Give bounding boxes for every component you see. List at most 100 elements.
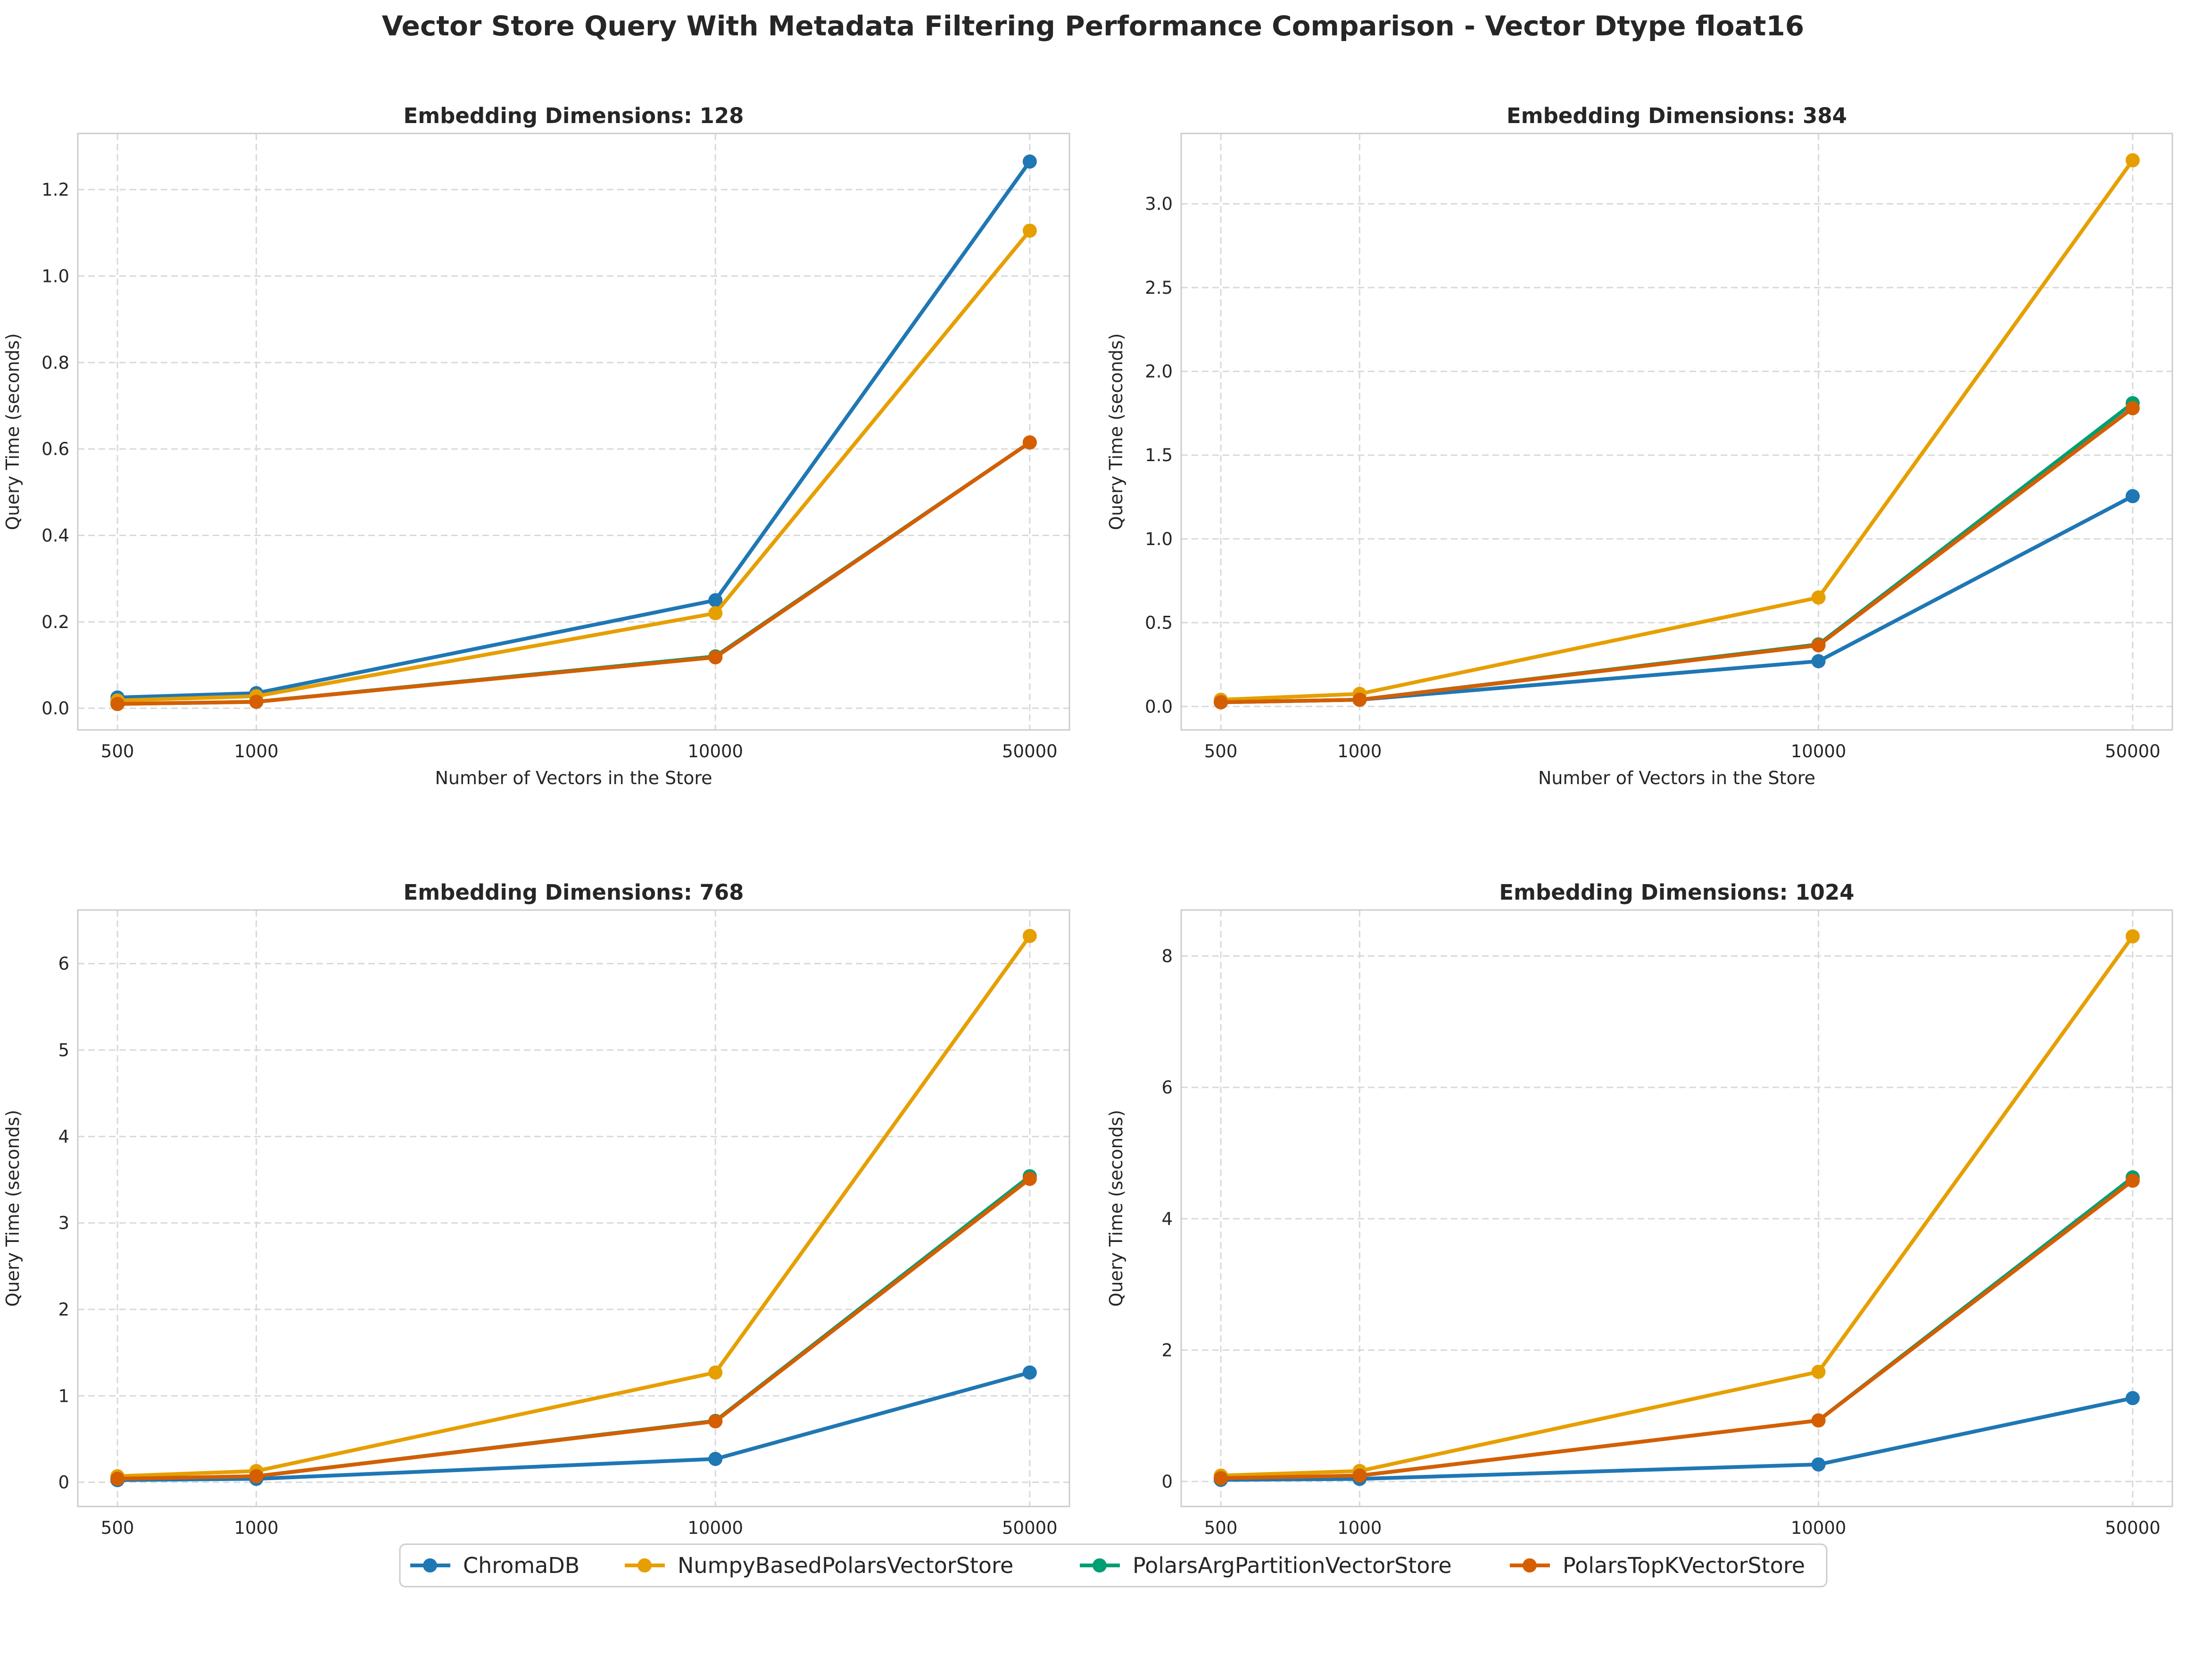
data-point bbox=[1352, 693, 1367, 707]
x-tick-label: 500 bbox=[101, 1518, 134, 1538]
series-line bbox=[116, 1370, 1032, 1482]
subplot-2: 0.0 0.5 1.0 1.5 2.0 2.5 3.0 500 1000 10000 50000 Em… bbox=[1106, 103, 2173, 788]
y-axis-label: Query Time (seconds) bbox=[1106, 333, 1126, 530]
data-point bbox=[1811, 638, 1826, 653]
legend-entry: ChromaDB bbox=[410, 1553, 580, 1578]
y-tick-label: 8 bbox=[1161, 946, 1173, 967]
x-tick-label: 10000 bbox=[1791, 741, 1847, 761]
series-line bbox=[116, 159, 1032, 700]
y-tick-label: 4 bbox=[1161, 1209, 1173, 1229]
data-point bbox=[2125, 929, 2140, 943]
legend-label: PolarsTopKVectorStore bbox=[1563, 1553, 1805, 1578]
y-tick-label: 1.2 bbox=[41, 180, 69, 200]
legend-marker bbox=[638, 1558, 652, 1572]
y-tick-label: 0.2 bbox=[41, 612, 69, 632]
data-point bbox=[708, 593, 723, 607]
subplot-title: Embedding Dimensions: 128 bbox=[404, 103, 744, 128]
y-tick-label: 0.0 bbox=[1145, 696, 1173, 717]
data-point bbox=[2125, 489, 2140, 504]
y-tick-label: 6 bbox=[58, 954, 69, 974]
series-PolarsTopKVectorStore bbox=[1214, 401, 2140, 710]
y-tick-label: 0 bbox=[58, 1473, 69, 1493]
legend-entry: PolarsTopKVectorStore bbox=[1510, 1553, 1805, 1578]
legend-marker bbox=[1523, 1558, 1537, 1572]
legend: ChromaDB NumpyBasedPolarsVectorStore Polar… bbox=[399, 1543, 1828, 1588]
subplot-title: Embedding Dimensions: 1024 bbox=[1499, 880, 1854, 905]
series-line bbox=[1219, 158, 2135, 702]
x-tick-label: 1000 bbox=[234, 1518, 278, 1538]
figure-title: Vector Store Query With Metadata Filteri… bbox=[382, 10, 1804, 42]
legend-label: PolarsArgPartitionVectorStore bbox=[1133, 1553, 1452, 1578]
x-tick-label: 50000 bbox=[2105, 1518, 2161, 1538]
data-point bbox=[2125, 1173, 2140, 1188]
data-point bbox=[249, 695, 264, 709]
axes-frame bbox=[1180, 909, 2173, 1507]
series-line bbox=[116, 440, 1032, 706]
series-line bbox=[116, 229, 1032, 703]
x-tick-label: 50000 bbox=[1002, 1518, 1058, 1538]
y-tick-label: 1.0 bbox=[1145, 529, 1173, 549]
y-tick-label: 1 bbox=[58, 1386, 69, 1406]
legend-label: NumpyBasedPolarsVectorStore bbox=[678, 1553, 1013, 1578]
y-tick-label: 2.0 bbox=[1145, 362, 1173, 382]
y-tick-label: 2.5 bbox=[1145, 278, 1173, 298]
subplot-title: Embedding Dimensions: 768 bbox=[404, 880, 744, 905]
subplot-3: 0 1 2 3 4 5 6 500 1000 10000 50000 Embedding Dimens… bbox=[2, 880, 1070, 1565]
y-tick-label: 0 bbox=[1161, 1472, 1173, 1492]
y-tick-label: 5 bbox=[58, 1040, 69, 1060]
series-PolarsTopKVectorStore bbox=[110, 435, 1037, 711]
legend-marker bbox=[1093, 1558, 1107, 1572]
series-PolarsTopKVectorStore bbox=[1214, 1173, 2140, 1486]
series-line bbox=[1219, 1396, 2135, 1482]
y-tick-label: 0.8 bbox=[41, 353, 69, 373]
data-point bbox=[1811, 1365, 1826, 1379]
x-tick-label: 1000 bbox=[1337, 1518, 1382, 1538]
y-tick-label: 0.4 bbox=[41, 526, 69, 546]
data-point bbox=[1022, 929, 1037, 943]
data-point bbox=[708, 1452, 723, 1466]
data-point bbox=[249, 1469, 264, 1483]
axes-frame bbox=[77, 909, 1070, 1507]
y-tick-label: 3 bbox=[58, 1213, 69, 1233]
y-tick-label: 3.0 bbox=[1145, 194, 1173, 214]
data-point bbox=[1352, 1468, 1367, 1483]
legend-entry: PolarsArgPartitionVectorStore bbox=[1080, 1553, 1452, 1578]
data-point bbox=[708, 650, 723, 664]
data-point bbox=[1811, 1457, 1826, 1472]
x-tick-label: 1000 bbox=[1337, 741, 1382, 761]
x-tick-label: 1000 bbox=[234, 741, 278, 761]
data-point bbox=[708, 606, 723, 621]
data-point bbox=[110, 1472, 125, 1486]
y-axis-label: Query Time (seconds) bbox=[2, 1110, 23, 1307]
y-tick-label: 6 bbox=[1161, 1077, 1173, 1098]
y-tick-label: 1.5 bbox=[1145, 445, 1173, 465]
y-axis-label: Query Time (seconds) bbox=[1106, 1110, 1126, 1307]
data-point bbox=[110, 697, 125, 711]
subplot-title: Embedding Dimensions: 384 bbox=[1507, 103, 1847, 128]
data-point bbox=[708, 1414, 723, 1429]
x-axis-label: Number of Vectors in the Store bbox=[435, 768, 712, 788]
x-tick-label: 500 bbox=[101, 741, 134, 761]
y-tick-label: 2 bbox=[58, 1299, 69, 1320]
data-point bbox=[2125, 401, 2140, 415]
data-point bbox=[1214, 1471, 1228, 1486]
y-tick-label: 4 bbox=[58, 1126, 69, 1147]
series-line bbox=[116, 934, 1032, 1478]
data-point bbox=[1022, 1172, 1037, 1186]
axes-frame bbox=[1180, 132, 2173, 731]
subplot-1: 0.0 0.2 0.4 0.6 0.8 1.0 1.2 500 1000 10000 50000 Em… bbox=[2, 103, 1070, 788]
x-tick-label: 50000 bbox=[1002, 741, 1058, 761]
data-point bbox=[1811, 1413, 1826, 1428]
y-tick-label: 2 bbox=[1161, 1340, 1173, 1360]
y-tick-label: 0.0 bbox=[41, 698, 69, 719]
series-line bbox=[1219, 934, 2135, 1478]
data-point bbox=[708, 1365, 723, 1380]
axes-frame bbox=[77, 132, 1070, 731]
data-point bbox=[1811, 590, 1826, 605]
legend-label: ChromaDB bbox=[463, 1553, 580, 1578]
x-tick-label: 10000 bbox=[687, 741, 743, 761]
y-axis-label: Query Time (seconds) bbox=[2, 333, 23, 530]
